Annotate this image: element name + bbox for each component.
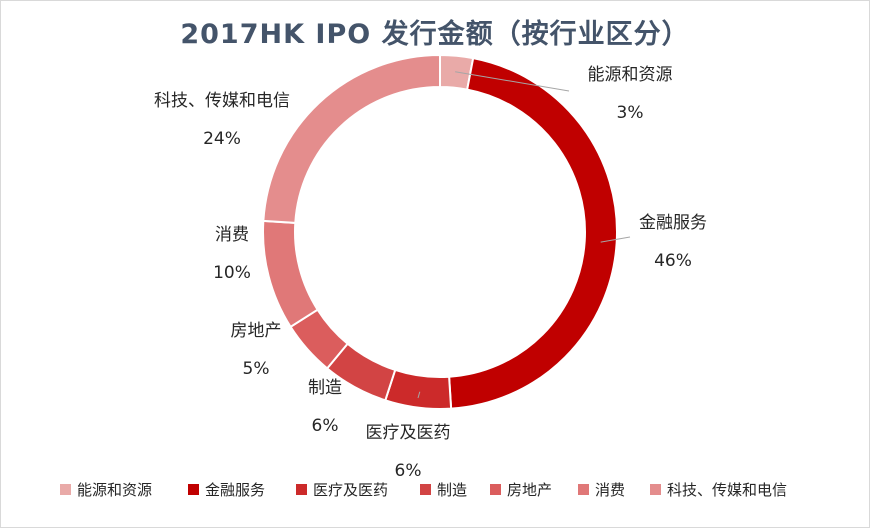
chart-title: 2017HK IPO 发行金额（按行业区分） — [180, 19, 690, 50]
slice-value-label-6: 24% — [203, 129, 241, 149]
slice-label-6: 科技、传媒和电信 — [154, 91, 290, 111]
slice-value-label-3: 6% — [312, 416, 339, 436]
slice-value-label-0: 3% — [617, 103, 644, 123]
slice-value-label-2: 6% — [395, 461, 422, 481]
slice-label-2: 医疗及医药 — [366, 423, 451, 443]
legend-swatch-4 — [490, 484, 501, 495]
leader-line-1 — [600, 236, 631, 243]
legend-swatch-0 — [60, 484, 71, 495]
legend-label-2: 医疗及医药 — [313, 481, 388, 499]
donut-slices — [262, 53, 618, 410]
legend: 能源和资源 金融服务 医疗及医药 制造 房地产 消费 科技、传媒和电信 — [60, 481, 787, 499]
slice-2 — [384, 368, 453, 410]
legend-label-1: 金融服务 — [205, 481, 265, 499]
slice-label-4: 房地产 — [231, 321, 282, 341]
legend-label-0: 能源和资源 — [77, 481, 152, 499]
slice-label-5: 消费 — [215, 225, 249, 245]
legend-label-5: 消费 — [595, 481, 625, 499]
slice-5 — [262, 219, 319, 329]
slice-6 — [262, 53, 441, 224]
legend-swatch-5 — [578, 484, 589, 495]
legend-swatch-3 — [420, 484, 431, 495]
slice-1 — [448, 56, 618, 410]
slice-label-3: 制造 — [308, 378, 342, 398]
legend-swatch-2 — [296, 484, 307, 495]
slice-value-label-5: 10% — [213, 263, 251, 283]
legend-label-4: 房地产 — [507, 481, 552, 499]
legend-swatch-1 — [188, 484, 199, 495]
slice-value-label-1: 46% — [654, 251, 692, 271]
leader-lines — [417, 71, 631, 399]
legend-swatch-6 — [650, 484, 661, 495]
slice-labels: 能源和资源 3% 金融服务 46% 医疗及医药 6% 制造 6% 房地产 5% 消费 10% 科技、传媒… — [154, 65, 707, 481]
legend-label-3: 制造 — [437, 481, 467, 499]
legend-label-6: 科技、传媒和电信 — [667, 481, 787, 499]
leader-line-0 — [455, 71, 570, 92]
slice-label-0: 能源和资源 — [588, 65, 673, 85]
slice-value-label-4: 5% — [243, 359, 270, 379]
leader-line-2 — [417, 391, 421, 399]
slice-label-1: 金融服务 — [639, 213, 707, 233]
